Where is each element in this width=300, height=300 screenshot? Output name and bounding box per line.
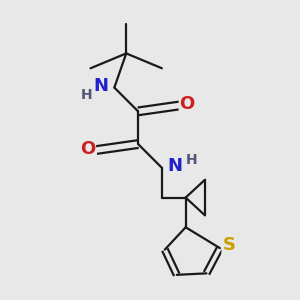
Text: O: O [179,95,195,113]
Text: H: H [186,153,197,167]
Text: S: S [222,236,235,254]
Text: H: H [80,88,92,102]
Text: O: O [80,140,95,158]
Text: N: N [168,157,183,175]
Text: N: N [94,77,109,95]
